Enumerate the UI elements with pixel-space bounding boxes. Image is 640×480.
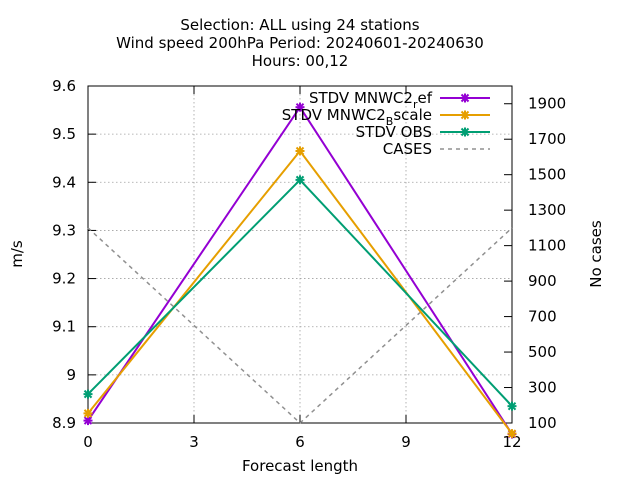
legend-label-tail: ef xyxy=(417,89,432,107)
y2-tick-label: 300 xyxy=(528,379,557,397)
title-line-1: Selection: ALL using 24 stations xyxy=(180,16,419,34)
data-point xyxy=(295,146,305,156)
legend-label: STDV MNWC2ref xyxy=(309,89,433,111)
grid xyxy=(88,86,512,423)
y-tick-label: 9 xyxy=(66,366,76,384)
x-tick-label: 6 xyxy=(295,433,305,451)
axes: 8.9 9 9.1 9.2 9.3 9.4 9.5 9.6 0 3 6 9 12 100 300 500 700… xyxy=(52,77,566,451)
legend-entry: STDV MNWC2Bscale xyxy=(282,106,490,128)
y2-tick-label: 1700 xyxy=(528,130,566,148)
data-point xyxy=(295,175,305,185)
data-point xyxy=(83,389,93,399)
y-tick-label: 9.3 xyxy=(52,221,76,239)
legend-label: CASES xyxy=(383,140,432,158)
data-point xyxy=(507,401,517,411)
legend-label: STDV MNWC2Bscale xyxy=(282,106,432,128)
series-line-2 xyxy=(87,178,513,407)
data-point xyxy=(507,429,517,439)
series xyxy=(83,102,517,439)
y-axis-label: m/s xyxy=(8,240,26,268)
y-tick-label: 9.6 xyxy=(52,77,76,95)
y-tick-label: 9.4 xyxy=(52,173,76,191)
legend-label: STDV OBS xyxy=(356,123,432,141)
x-tick-label: 0 xyxy=(83,433,93,451)
legend-marker xyxy=(460,127,470,137)
y-tick-label: 9.5 xyxy=(52,125,76,143)
legend-label-sub: r xyxy=(413,98,418,111)
y2-tick-label: 1900 xyxy=(528,95,566,113)
data-point xyxy=(83,408,93,418)
y2-axis-label: No cases xyxy=(587,220,605,288)
legend-entry: STDV MNWC2ref xyxy=(309,89,490,111)
y-tick-label: 9.2 xyxy=(52,270,76,288)
x-tick-label: 9 xyxy=(401,433,411,451)
legend-label-main: STDV MNWC2 xyxy=(282,106,386,124)
y-tick-label: 9.1 xyxy=(52,318,76,336)
legend-label-tail: scale xyxy=(393,106,432,124)
legend-marker xyxy=(460,110,470,120)
y2-tick-label: 1500 xyxy=(528,166,566,184)
legend-entry: CASES xyxy=(383,140,490,158)
chart-title: Selection: ALL using 24 stations Wind sp… xyxy=(116,16,484,70)
data-point xyxy=(295,102,305,112)
legend-marker xyxy=(460,93,470,103)
x-tick-label: 12 xyxy=(502,433,521,451)
y2-tick-label: 900 xyxy=(528,272,557,290)
y2-tick-label: 1100 xyxy=(528,237,566,255)
legend-label-sub: B xyxy=(386,115,394,128)
x-tick-label: 3 xyxy=(189,433,199,451)
y2-tick-label: 700 xyxy=(528,308,557,326)
y2-tick-label: 1300 xyxy=(528,201,566,219)
y2-tick-label: 500 xyxy=(528,343,557,361)
legend-label-main: STDV MNWC2 xyxy=(309,89,413,107)
series-line-3 xyxy=(87,227,513,425)
legend-entry: STDV OBS xyxy=(356,123,490,141)
y-tick-label: 8.9 xyxy=(52,414,76,432)
title-line-2: Wind speed 200hPa Period: 20240601-20240… xyxy=(116,34,484,52)
x-axis-label: Forecast length xyxy=(242,457,358,475)
y2-tick-label: 100 xyxy=(528,414,557,432)
title-line-3: Hours: 00,12 xyxy=(252,52,349,70)
